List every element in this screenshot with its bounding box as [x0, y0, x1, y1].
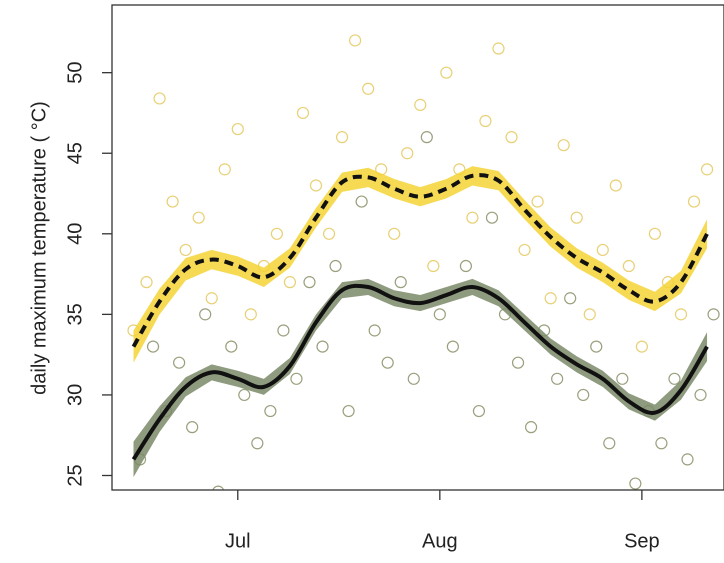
point — [199, 308, 212, 321]
point — [407, 372, 420, 385]
point — [205, 292, 218, 305]
point — [296, 106, 310, 120]
point — [322, 227, 336, 240]
point — [603, 437, 616, 450]
y-tick-label: 35 — [64, 303, 86, 325]
point — [335, 131, 349, 144]
point — [583, 308, 596, 321]
point — [342, 404, 355, 418]
point — [251, 437, 264, 450]
point — [518, 243, 531, 257]
point — [544, 292, 557, 305]
point — [290, 372, 303, 385]
confidence-band — [133, 278, 708, 478]
point — [577, 388, 590, 402]
x-tick-label: Jul — [225, 530, 251, 552]
smooth-line — [131, 173, 709, 348]
point — [596, 243, 609, 257]
point — [609, 179, 622, 192]
point — [570, 211, 583, 224]
y-tick-label: 45 — [64, 142, 86, 164]
point — [531, 195, 544, 208]
point — [270, 227, 283, 240]
point — [687, 195, 701, 208]
point — [707, 308, 720, 321]
point — [420, 131, 433, 144]
point — [694, 388, 707, 402]
point — [557, 139, 570, 152]
point — [590, 340, 603, 353]
point — [212, 485, 225, 490]
plot-frame — [111, 4, 724, 491]
point — [368, 324, 381, 337]
point — [166, 195, 179, 208]
point — [668, 372, 681, 385]
point — [349, 34, 362, 47]
point — [674, 308, 688, 321]
x-tick-label: Aug — [422, 530, 458, 552]
point — [629, 477, 642, 490]
point — [316, 340, 329, 353]
point — [244, 308, 257, 321]
point — [303, 276, 316, 289]
point — [681, 453, 694, 466]
point — [440, 66, 453, 79]
point — [616, 372, 629, 385]
y-tick-label: 40 — [64, 223, 86, 245]
point — [277, 324, 290, 337]
point — [414, 98, 427, 112]
point — [479, 114, 492, 128]
point — [179, 243, 192, 257]
point — [635, 340, 648, 353]
point — [283, 276, 297, 289]
point — [492, 42, 505, 55]
point — [173, 356, 186, 369]
point — [505, 131, 518, 144]
point — [551, 372, 564, 385]
point — [655, 437, 668, 450]
point — [427, 259, 440, 273]
point — [401, 147, 414, 160]
point — [394, 276, 407, 289]
point — [192, 211, 205, 224]
point — [433, 308, 446, 321]
point — [381, 356, 394, 369]
point — [564, 292, 577, 305]
y-axis-label: daily maximum temperature ( °C) — [28, 101, 50, 395]
y-tick-label: 25 — [64, 464, 86, 486]
point — [355, 195, 368, 208]
confidence-band — [133, 166, 708, 363]
point — [388, 227, 401, 240]
point — [622, 259, 635, 273]
point — [238, 388, 251, 402]
point — [459, 259, 473, 273]
plot-area — [127, 34, 720, 490]
y-tick-label: 50 — [64, 62, 86, 84]
point — [225, 340, 238, 353]
point — [472, 404, 486, 418]
point — [264, 404, 277, 418]
point — [648, 227, 662, 240]
smooth-line — [131, 283, 709, 461]
point — [231, 122, 244, 136]
point — [511, 356, 525, 369]
point — [466, 211, 479, 224]
point — [309, 179, 323, 192]
x-tick-label: Sep — [624, 530, 660, 552]
point — [218, 163, 231, 176]
y-tick-label: 30 — [64, 384, 86, 406]
point — [186, 421, 199, 434]
point — [446, 340, 459, 353]
point — [700, 163, 714, 176]
point — [485, 211, 499, 224]
point — [140, 276, 153, 289]
point — [362, 82, 375, 95]
point — [146, 340, 160, 353]
point — [153, 92, 166, 105]
point — [329, 259, 342, 273]
point — [524, 421, 538, 434]
